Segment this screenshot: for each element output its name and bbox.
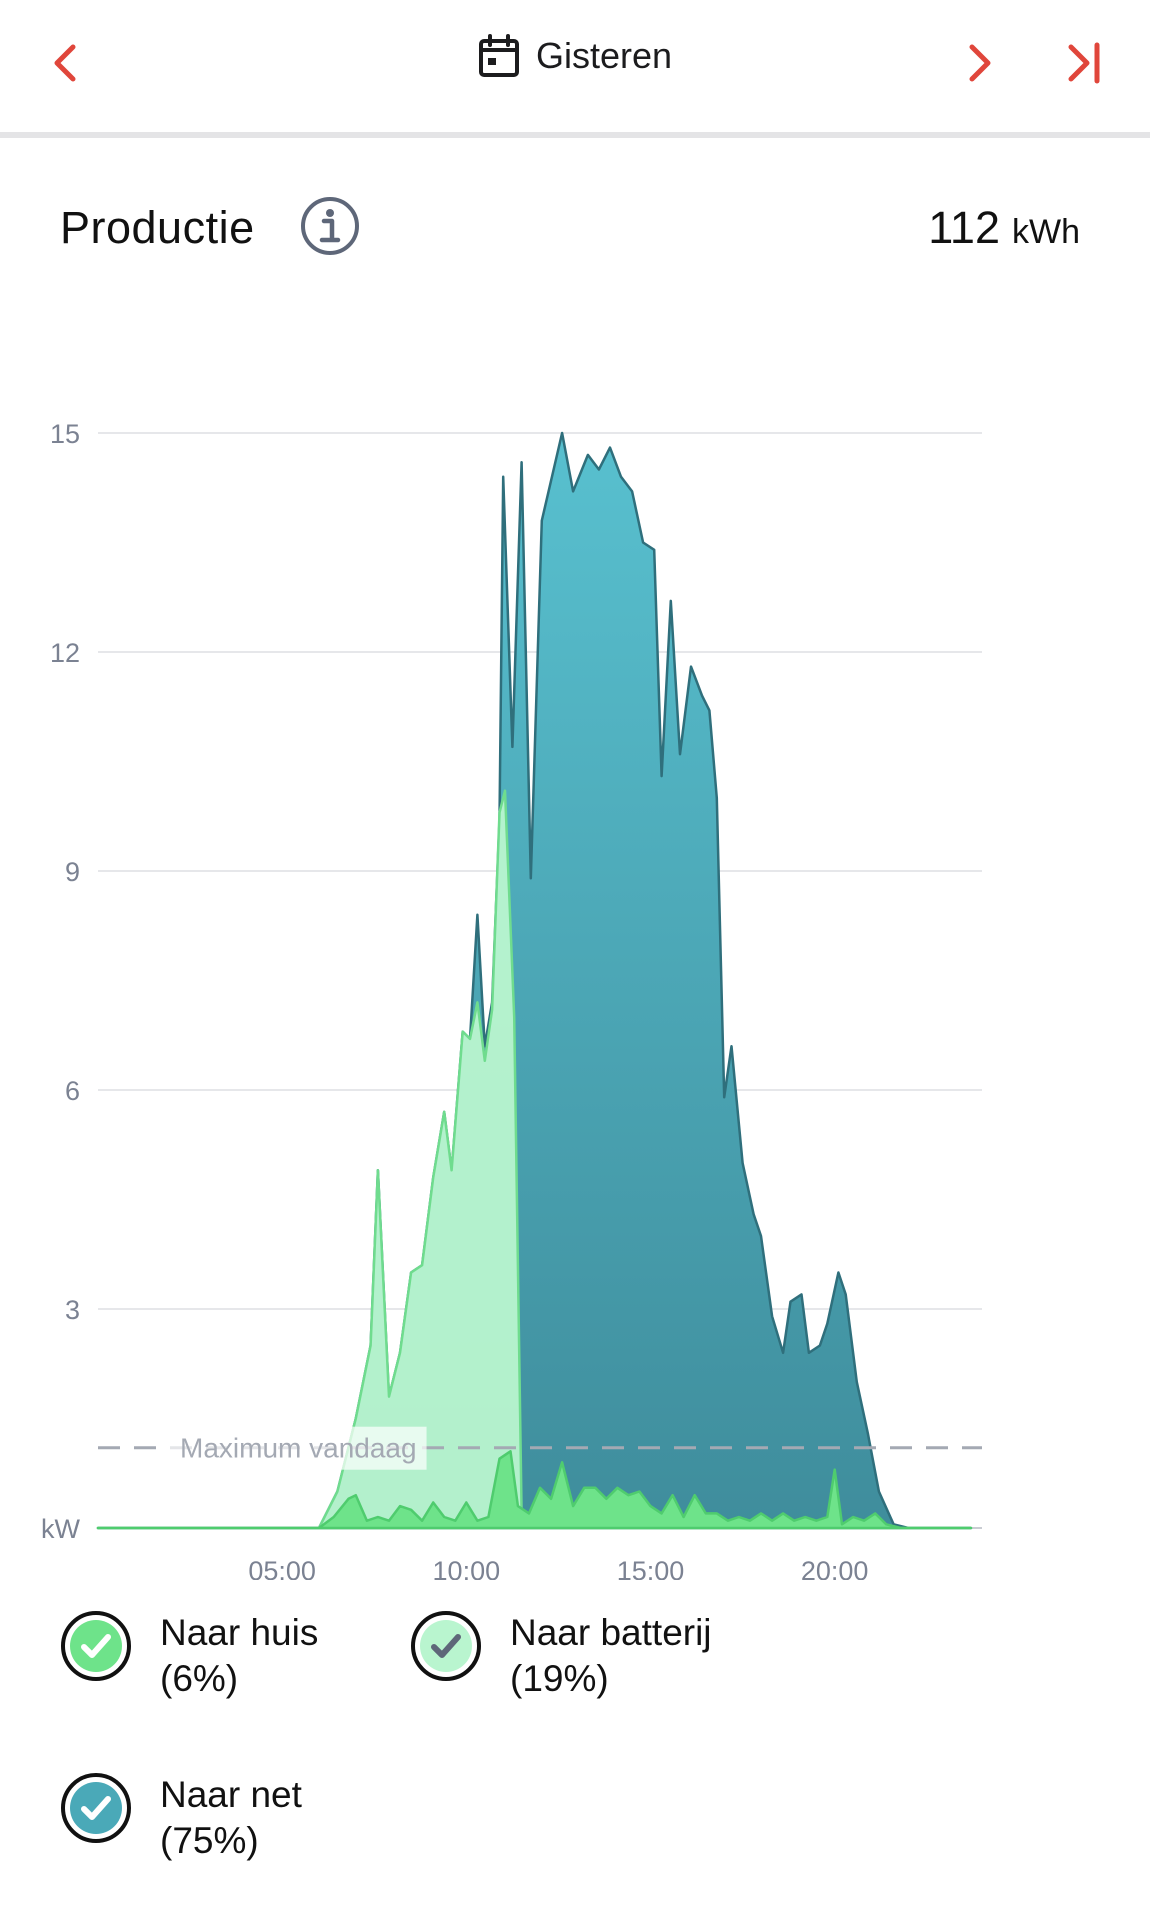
section-title: Productie [60,202,255,253]
y-tick-label: 6 [65,1076,80,1106]
production-total: 112 kWh [928,202,1080,254]
check-circle-icon [61,1773,131,1843]
legend-text: Naar batterij (19%) [510,1610,712,1702]
reference-line-label: Maximum vandaag [180,1433,417,1464]
series-area-naar-huis [96,1450,973,1530]
total-unit: kWh [1012,213,1080,251]
legend-percent: (75%) [160,1820,259,1861]
reference-layer: Maximum vandaag [98,1426,982,1470]
axis-layer: 15 12 9 6 3 kW 05:00 10:00 15:00 20:00 [41,419,868,1580]
y-tick-label: 15 [50,419,80,449]
series-layer [96,431,973,1530]
y-tick-label: 12 [50,638,80,668]
info-button[interactable] [300,196,360,256]
latest-day-button[interactable] [1050,28,1120,98]
date-selector[interactable]: Gisteren [478,34,672,78]
legend-text: Naar net (75%) [160,1772,302,1864]
calendar-icon [478,34,519,77]
legend-label: Naar batterij [510,1612,712,1653]
check-circle-icon [61,1611,131,1681]
legend-label: Naar huis [160,1612,319,1653]
legend-item-naar-batterij[interactable]: Naar batterij (19%) [410,1610,712,1702]
top-bar-divider [0,132,1150,138]
legend-text: Naar huis (6%) [160,1610,318,1702]
x-tick-label: 05:00 [248,1556,316,1580]
legend-item-naar-huis[interactable]: Naar huis (6%) [60,1610,318,1702]
check-circle-icon [411,1611,481,1681]
x-tick-label: 15:00 [617,1556,685,1580]
legend-item-naar-net[interactable]: Naar net (75%) [60,1772,302,1864]
reference-label-background [170,1426,427,1470]
x-tick-label: 10:00 [433,1556,501,1580]
series-area-naar-batterij [96,789,973,1530]
series-area-naar-net [96,431,973,1530]
production-header: Productie 112 kWh [60,190,1080,270]
skip-to-end-icon [1068,42,1100,84]
total-value: 112 [928,202,1000,253]
top-bar: Gisteren [0,0,1150,132]
legend-percent: (6%) [160,1658,239,1699]
chevron-right-icon [969,44,991,82]
y-tick-label: 9 [65,857,80,887]
legend-percent: (19%) [510,1658,609,1699]
legend-label: Naar net [160,1774,302,1815]
y-tick-label: 3 [65,1295,80,1325]
previous-day-button[interactable] [30,28,100,98]
y-axis-label: kW [41,1514,81,1544]
chevron-left-icon [54,44,76,82]
info-icon [301,197,359,255]
next-day-button[interactable] [945,28,1015,98]
x-tick-label: 20:00 [801,1556,869,1580]
date-label: Gisteren [535,35,673,76]
production-chart: Maximum vandaag 15 12 9 6 3 kW 05:00 10:00 15:00… [41,419,982,1580]
date-selector-wrap: Gisteren [0,34,1150,78]
